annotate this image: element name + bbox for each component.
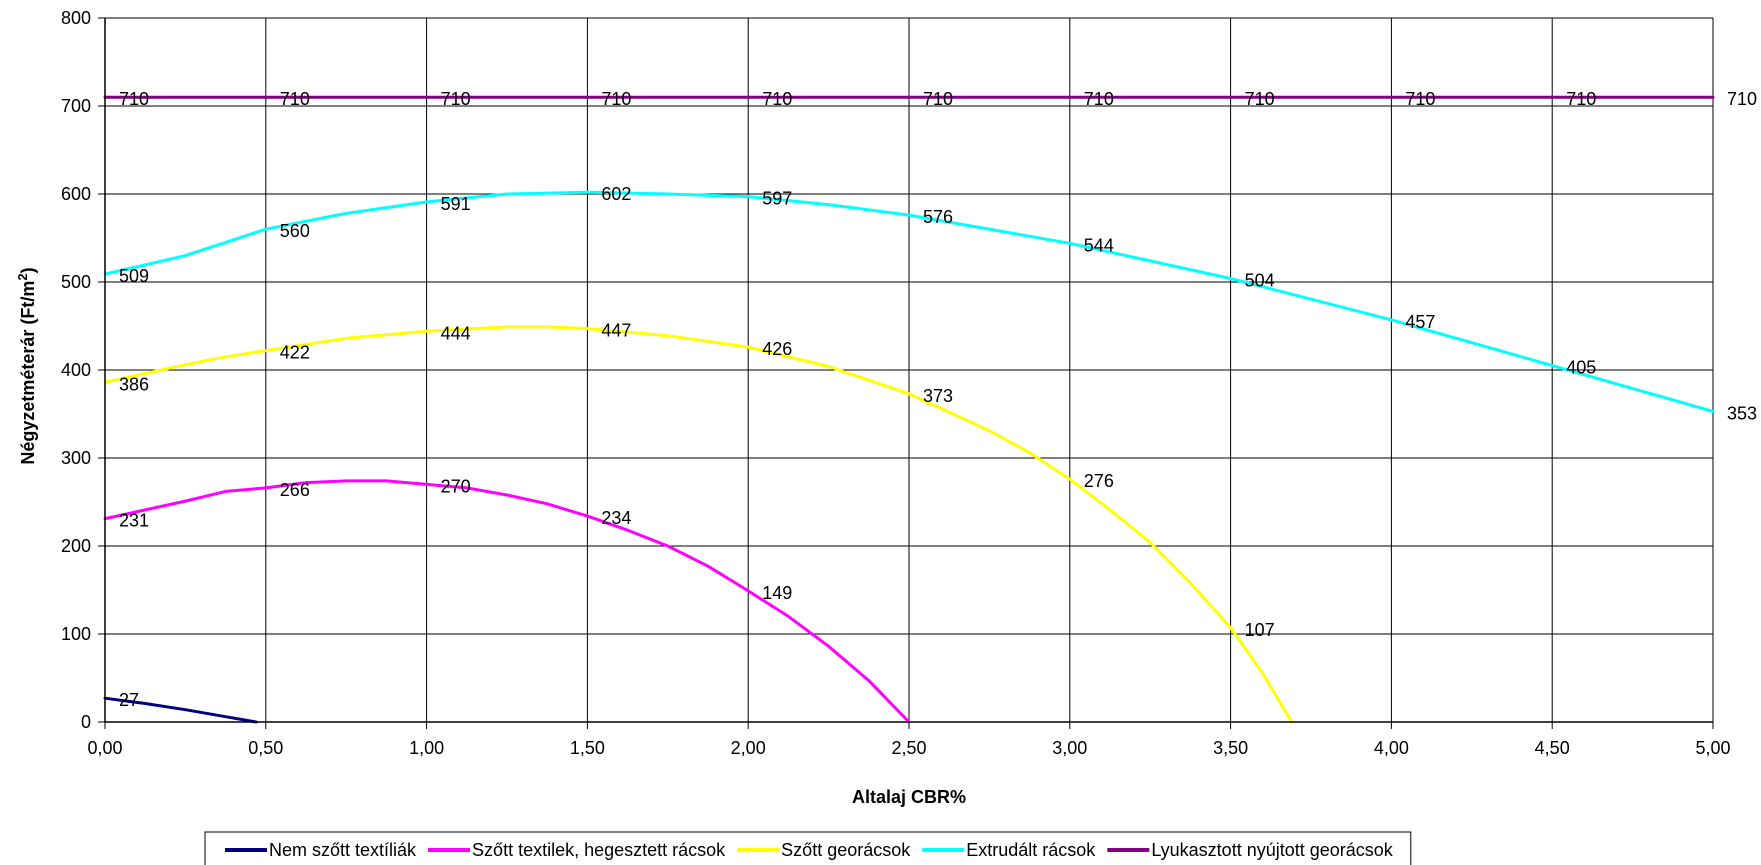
data-label: 597	[762, 189, 792, 209]
data-label: 504	[1245, 270, 1275, 290]
data-label: 444	[441, 323, 471, 343]
x-tick-label: 2,50	[891, 738, 926, 758]
data-label: 27	[119, 690, 139, 710]
data-label: 710	[1405, 89, 1435, 109]
y-tick-label: 500	[61, 272, 91, 292]
series-line-3	[103, 325, 1294, 724]
y-tick-label: 100	[61, 624, 91, 644]
y-axis-title-tail: )	[18, 267, 38, 273]
x-tick-label: 1,50	[570, 738, 605, 758]
data-label: 710	[1084, 89, 1114, 109]
data-label: 266	[280, 480, 310, 500]
x-tick-label: 1,00	[409, 738, 444, 758]
y-tick-label: 400	[61, 360, 91, 380]
data-label: 234	[601, 508, 631, 528]
y-axis-title-main: Négyzetméterár (Ft/m	[18, 281, 38, 465]
data-label: 710	[601, 89, 631, 109]
data-label: 710	[1245, 89, 1275, 109]
x-tick-label: 3,00	[1052, 738, 1087, 758]
data-label: 710	[441, 89, 471, 109]
data-label: 710	[923, 89, 953, 109]
data-label: 426	[762, 339, 792, 359]
data-label: 710	[762, 89, 792, 109]
x-tick-label: 4,00	[1374, 738, 1409, 758]
data-label: 560	[280, 221, 310, 241]
legend-label: Szőtt georácsok	[781, 840, 911, 860]
data-labels: 27 231 266 270 234 149 386 422 444 447 426 373 276 10…	[119, 89, 1757, 710]
x-tick-label: 0,50	[248, 738, 283, 758]
x-tick-label: 5,00	[1695, 738, 1730, 758]
series-lines	[103, 95, 1715, 724]
grid-lines	[104, 17, 1714, 723]
data-label: 576	[923, 207, 953, 227]
data-label: 149	[762, 583, 792, 603]
legend-box	[204, 831, 1412, 865]
y-axis-title: Négyzetméterár (Ft/m2)	[15, 267, 38, 464]
data-label: 373	[923, 386, 953, 406]
data-label: 107	[1245, 620, 1275, 640]
y-tick-label: 600	[61, 184, 91, 204]
data-label: 353	[1727, 403, 1757, 423]
data-label: 270	[441, 476, 471, 496]
data-label: 591	[441, 194, 471, 214]
series-line-1	[103, 696, 258, 724]
legend-label: Nem szőtt textíliák	[269, 840, 417, 860]
data-label: 710	[1727, 89, 1757, 109]
data-label: 231	[119, 511, 149, 531]
data-label: 422	[280, 343, 310, 363]
legend: Nem szőtt textíliák Szőtt textilek, heges…	[204, 831, 1412, 865]
legend-label: Szőtt textilek, hegesztett rácsok	[472, 840, 726, 860]
legend-label: Extrudált rácsok	[966, 840, 1096, 860]
y-tick-label: 800	[61, 8, 91, 28]
data-label: 386	[119, 374, 149, 394]
y-tick-label: 700	[61, 96, 91, 116]
data-label: 710	[1566, 89, 1596, 109]
data-label: 710	[119, 89, 149, 109]
axes	[98, 17, 1714, 729]
x-tick-label: 3,50	[1213, 738, 1248, 758]
y-axis-title-sup: 2	[15, 273, 30, 280]
series-line-2	[103, 479, 911, 724]
data-label: 457	[1405, 312, 1435, 332]
data-label: 544	[1084, 235, 1114, 255]
tick-labels: 0 100 200 300 400 500 600 700 800 0,00 0,50 1,00 1,5…	[61, 8, 1731, 758]
x-axis-title: Altalaj CBR%	[852, 787, 966, 807]
x-tick-label: 4,50	[1535, 738, 1570, 758]
data-label: 276	[1084, 471, 1114, 491]
x-tick-label: 2,00	[731, 738, 766, 758]
data-label: 447	[601, 321, 631, 341]
legend-label: Lyukasztott nyújtott georácsok	[1151, 840, 1393, 860]
y-tick-label: 0	[81, 712, 91, 732]
y-tick-label: 200	[61, 536, 91, 556]
data-label: 509	[119, 266, 149, 286]
data-label: 405	[1566, 358, 1596, 378]
x-tick-label: 0,00	[87, 738, 122, 758]
series-line-4	[103, 190, 1715, 413]
data-label: 710	[280, 89, 310, 109]
data-label: 602	[601, 184, 631, 204]
y-tick-label: 300	[61, 448, 91, 468]
